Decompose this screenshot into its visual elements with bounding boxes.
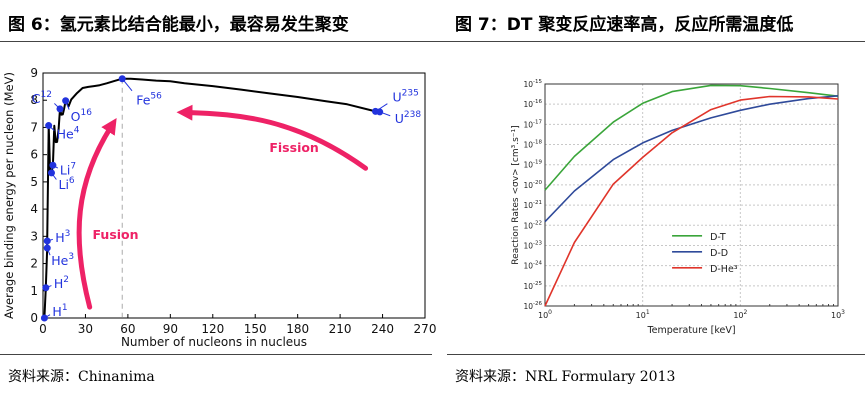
nuclide-leader [44, 314, 51, 319]
nuclide-leader [47, 238, 53, 242]
y-tick-label: 6 [30, 148, 38, 162]
footer-rule-right [447, 354, 865, 355]
nuclide-label: He4 [57, 126, 80, 142]
dhe3-curve [544, 95, 839, 307]
x-tick-label: 210 [329, 322, 352, 336]
figure-7-source: 资料来源：NRL Formulary 2013 [455, 369, 676, 385]
x-tick-label: 240 [371, 322, 394, 336]
x-tick-label: 103 [831, 309, 845, 320]
x-tick-label: 120 [201, 322, 224, 336]
x-tick-label: 30 [78, 322, 93, 336]
y-tick-label: 10-26 [523, 301, 542, 311]
y-tick-label: 8 [30, 93, 38, 107]
nuclide-leader [379, 111, 391, 117]
nuclide-label: Li6 [58, 176, 74, 192]
figure-7-title: 图 7：DT 聚变反应速率高，反应所需温度低 [455, 15, 794, 35]
y-tick-label: 10-15 [523, 79, 542, 89]
legend-label: D-He³ [710, 264, 738, 275]
y-tick-label: 10-19 [523, 160, 542, 170]
nuclide-label: Fe56 [136, 92, 162, 108]
y-axis-label: Reaction Rates <σv> [cm³.s⁻¹] [511, 125, 521, 264]
nuclide-label: O16 [71, 108, 93, 124]
y-tick-label: 2 [30, 257, 38, 271]
nuclide-label: H1 [52, 303, 67, 319]
nuclide-label: He3 [51, 252, 74, 268]
y-tick-label: 4 [30, 202, 38, 216]
reaction-rate-chart: 100 101 102 103 10-26 10-25 10-24 10-23 10-22 10-… [511, 79, 845, 336]
y-tick-label: 10-22 [523, 220, 542, 230]
x-axis-label: Number of nucleons in nucleus [121, 335, 307, 349]
y-tick-label: 10-23 [523, 240, 542, 250]
x-tick-label: 60 [120, 322, 135, 336]
fission-label: Fission [269, 140, 318, 155]
nuclide-marker [62, 97, 70, 105]
nuclide-label: U238 [395, 110, 422, 126]
y-tick-label: 1 [30, 284, 38, 298]
x-tick-label: 90 [163, 322, 178, 336]
nuclide-leader [46, 247, 51, 256]
y-tick-label: 9 [30, 66, 38, 80]
nuclide-marker [49, 161, 57, 169]
fusion-label: Fusion [93, 227, 139, 242]
nuclide-leader [52, 164, 59, 169]
x-tick-label: 180 [286, 322, 309, 336]
legend-label: D-T [710, 232, 726, 243]
y-tick-label: 10-24 [523, 261, 542, 271]
fusion-arrow [76, 117, 117, 310]
y-tick-label: 10-20 [523, 180, 542, 190]
x-tick-label: 102 [733, 309, 747, 320]
y-tick-label: 10-16 [523, 99, 542, 109]
nuclide-label: U235 [392, 88, 418, 104]
plot-frame [42, 72, 426, 319]
legend-label: D-D [710, 248, 728, 259]
y-axis-label: Average binding energy per nucleon (MeV) [2, 72, 16, 319]
dt-curve [544, 84, 839, 191]
plot-background [545, 84, 838, 306]
y-tick-label: 10-18 [523, 140, 542, 150]
x-tick-label: 100 [538, 309, 552, 320]
nuclide-label: C12 [32, 90, 52, 106]
nuclide-label: H3 [55, 229, 70, 245]
y-tick-label: 10-21 [523, 200, 542, 210]
nuclide-label: H2 [54, 275, 69, 291]
binding-energy-chart: 0 30 60 90 120 150 180 210 240 270 0 1 2 3 4 5 6 7 8 9 Numbe… [2, 66, 437, 349]
figure-6-source: 资料来源：Chinanima [8, 369, 155, 385]
y-tick-label: 0 [30, 311, 38, 325]
x-tick-label: 0 [39, 322, 47, 336]
y-tick-label: 7 [30, 120, 38, 134]
binding-energy-curve [43, 77, 380, 319]
figure-6-title: 图 6：氢元素比结合能最小，最容易发生聚变 [8, 15, 349, 35]
y-tick-label: 3 [30, 229, 38, 243]
nuclide-marker [47, 169, 55, 177]
nuclide-leader [121, 78, 133, 92]
nuclide-leader [45, 285, 52, 289]
nuclide-leader [51, 172, 57, 180]
dd-curve [544, 95, 839, 223]
y-tick-label: 10-25 [523, 281, 542, 291]
y-tick-label: 10-17 [523, 119, 542, 129]
nuclide-leader [48, 125, 55, 131]
nuclide-leader [65, 100, 70, 110]
x-tick-label: 150 [244, 322, 267, 336]
x-tick-label: 270 [414, 322, 437, 336]
nuclide-leader [54, 103, 61, 110]
x-axis-label: Temperature [keV] [646, 325, 735, 336]
nuclide-label: Li7 [60, 161, 76, 177]
fission-arrow [176, 104, 369, 171]
x-tick-label: 101 [636, 309, 650, 320]
plot-frame [544, 83, 839, 307]
header-rule [0, 41, 865, 42]
footer-rule-left [0, 354, 432, 355]
y-tick-label: 5 [30, 175, 38, 189]
